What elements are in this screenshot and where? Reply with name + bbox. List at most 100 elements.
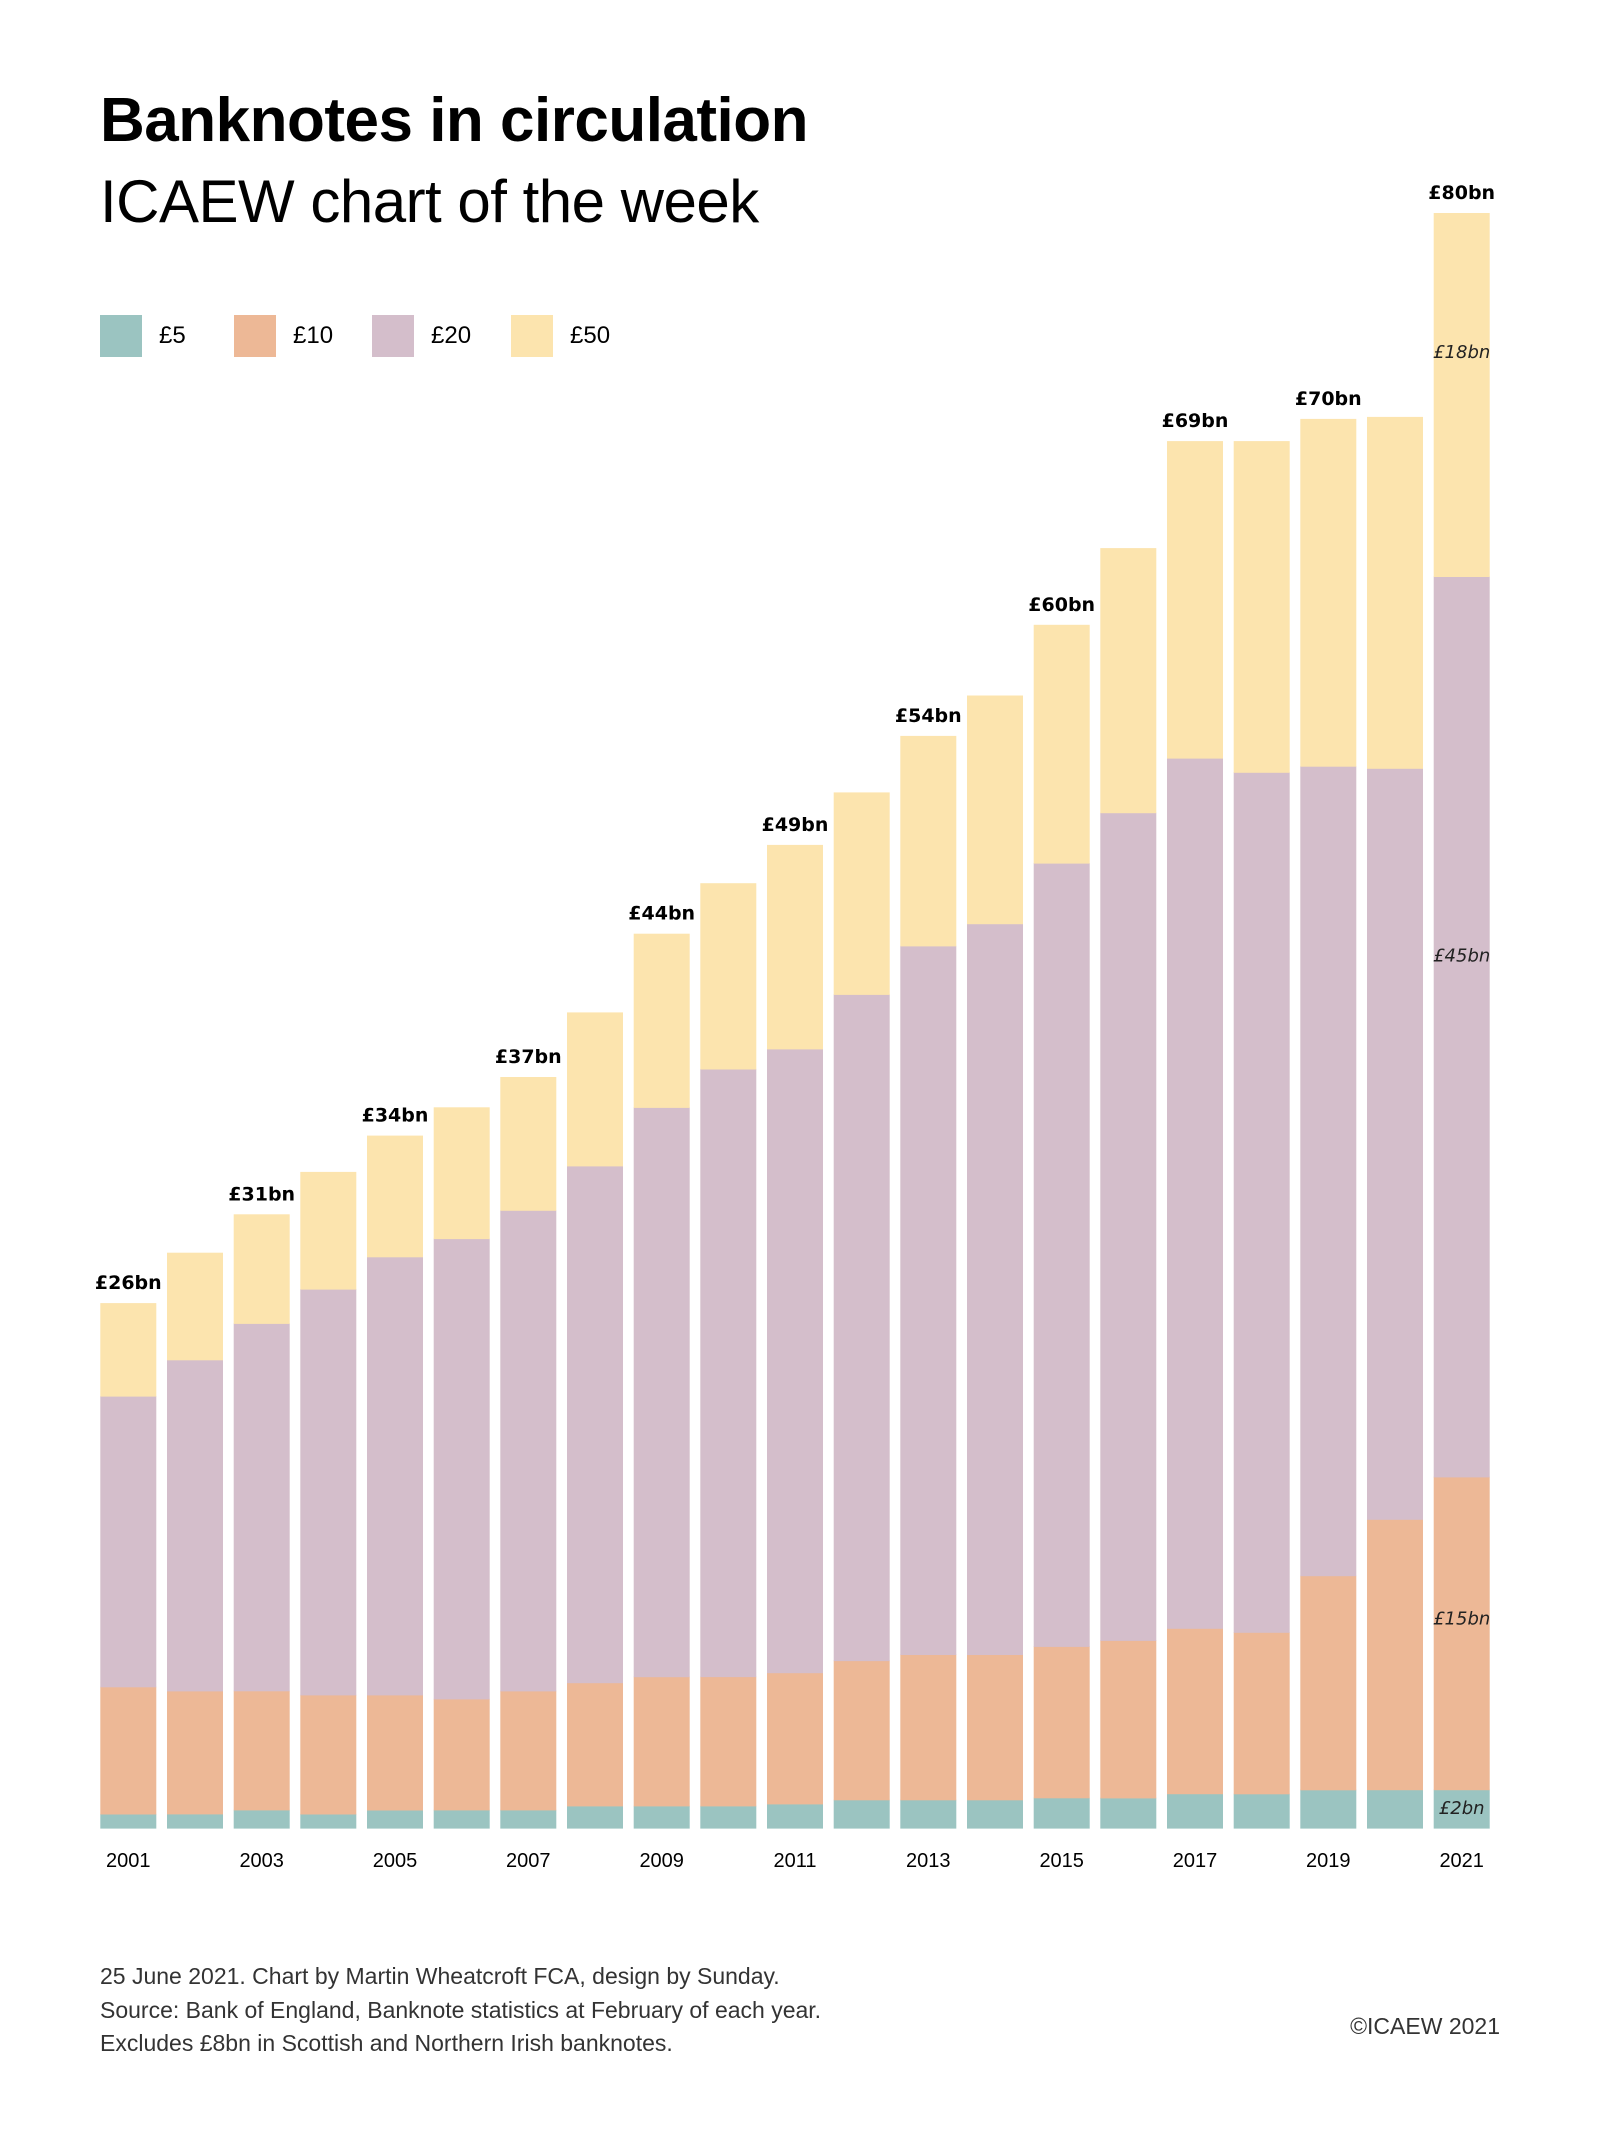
footer-line-exclusion: Excludes £8bn in Scottish and Northern I… — [100, 2030, 673, 2056]
total-label-2009: £44bn — [628, 903, 695, 925]
bar-segment-2011-10 — [767, 1672, 823, 1805]
bar-segment-2016-10 — [1100, 1640, 1157, 1799]
total-label-2007: £37bn — [495, 1046, 562, 1068]
footer-line-source: Source: Bank of England, Banknote statis… — [100, 1996, 822, 2023]
bar-segment-2017-50 — [1167, 441, 1223, 759]
legend-item-5: £5 — [100, 315, 186, 357]
bar-segment-2005-10 — [367, 1694, 423, 1811]
bar-segment-2002-20 — [167, 1359, 223, 1692]
total-label-2015: £60bn — [1028, 594, 1095, 616]
bar-segment-2002-5 — [167, 1813, 223, 1829]
legend-swatch-10 — [234, 315, 276, 357]
bar-segment-2013-20 — [900, 945, 957, 1655]
bar-segment-2008-10 — [567, 1682, 623, 1807]
total-label-2021: £80bn — [1428, 182, 1495, 204]
segment-annotation-2021-10: £15bn — [1433, 1609, 1490, 1630]
bar-segment-2004-5 — [300, 1813, 357, 1829]
bars-group — [100, 213, 1490, 1829]
bar-segment-2009-10 — [633, 1676, 690, 1807]
legend-item-10: £10 — [234, 315, 333, 357]
total-label-2017: £69bn — [1162, 410, 1229, 432]
x-tick-label-2019: 2019 — [1306, 1850, 1351, 1872]
x-tick-label-2011: 2011 — [773, 1850, 816, 1872]
bar-segment-2006-5 — [433, 1809, 490, 1829]
bar-segment-2010-10 — [700, 1676, 757, 1807]
bar-segment-2017-10 — [1167, 1628, 1223, 1795]
bar-segment-2015-10 — [1033, 1646, 1090, 1799]
x-tick-label-2007: 2007 — [506, 1850, 551, 1872]
bar-segment-2018-10 — [1233, 1632, 1290, 1795]
legend-label-10: £10 — [293, 322, 334, 349]
labels-group: £26bn 2001 £31bn 2003 £34bn 2005 £37bn 2007 £44b… — [95, 182, 1495, 1872]
chart-subtitle: ICAEW chart of the week — [100, 168, 759, 235]
bar-segment-2017-5 — [1167, 1793, 1223, 1829]
bar-segment-2016-5 — [1100, 1797, 1157, 1829]
bar-segment-2010-50 — [700, 883, 757, 1070]
bar-segment-2003-5 — [233, 1809, 290, 1829]
bar-segment-2020-10 — [1367, 1519, 1423, 1791]
bar-segment-2018-20 — [1233, 772, 1290, 1633]
bar-segment-2012-10 — [833, 1660, 890, 1801]
bar-segment-2009-5 — [633, 1805, 690, 1829]
footer-notes: 25 June 2021. Chart by Martin Wheatcroft… — [100, 1960, 821, 2061]
x-tick-label-2005: 2005 — [373, 1850, 418, 1872]
bar-segment-2003-20 — [233, 1323, 290, 1692]
bar-segment-2014-20 — [967, 923, 1023, 1655]
total-label-2003: £31bn — [228, 1183, 295, 1205]
bar-segment-2001-50 — [100, 1303, 157, 1397]
bar-segment-2007-5 — [500, 1809, 557, 1829]
bar-segment-2009-20 — [633, 1107, 690, 1678]
bar-segment-2013-50 — [900, 735, 957, 947]
bar-segment-2014-5 — [967, 1799, 1023, 1829]
bar-segment-2012-50 — [833, 792, 890, 995]
bar-segment-2018-50 — [1233, 441, 1290, 773]
x-tick-label-2013: 2013 — [906, 1850, 951, 1872]
bar-segment-2010-5 — [700, 1805, 757, 1829]
legend-label-5: £5 — [159, 322, 186, 349]
x-tick-label-2003: 2003 — [239, 1850, 284, 1872]
bar-segment-2020-20 — [1367, 768, 1423, 1520]
bar-segment-2003-50 — [233, 1214, 290, 1324]
legend-swatch-5 — [100, 315, 142, 357]
bar-segment-2001-5 — [100, 1813, 157, 1829]
total-label-2005: £34bn — [362, 1105, 429, 1127]
footer-line-credit: 25 June 2021. Chart by Martin Wheatcroft… — [100, 1963, 780, 1989]
bar-segment-2019-50 — [1300, 418, 1357, 767]
bar-segment-2015-5 — [1033, 1797, 1090, 1829]
x-tick-label-2001: 2001 — [106, 1850, 151, 1872]
bar-segment-2019-10 — [1300, 1575, 1357, 1791]
bar-segment-2014-10 — [967, 1654, 1023, 1801]
bar-segment-2011-5 — [767, 1803, 823, 1829]
bar-segment-2005-50 — [367, 1135, 423, 1258]
legend-item-50: £50 — [511, 315, 610, 357]
segment-annotation-2021-20: £45bn — [1433, 946, 1490, 967]
bar-segment-2012-5 — [833, 1799, 890, 1829]
bar-segment-2020-50 — [1367, 416, 1423, 769]
bar-segment-2021-10 — [1433, 1476, 1490, 1791]
x-tick-label-2017: 2017 — [1173, 1850, 1218, 1872]
legend-label-20: £20 — [431, 322, 472, 349]
bar-segment-2002-50 — [167, 1252, 223, 1361]
bar-segment-2019-20 — [1300, 766, 1357, 1577]
bar-segment-2007-20 — [500, 1210, 557, 1692]
bar-segment-2020-5 — [1367, 1789, 1423, 1829]
bar-segment-2019-5 — [1300, 1789, 1357, 1829]
total-label-2001: £26bn — [95, 1272, 162, 1294]
bar-segment-2008-20 — [567, 1165, 623, 1684]
segment-annotation-2021-5: £2bn — [1439, 1798, 1485, 1819]
bar-segment-2007-50 — [500, 1077, 557, 1211]
bar-segment-2016-20 — [1100, 812, 1157, 1641]
bar-segment-2002-10 — [167, 1690, 223, 1815]
bar-segment-2015-50 — [1033, 624, 1090, 864]
bar-segment-2001-20 — [100, 1396, 157, 1688]
bar-segment-2018-5 — [1233, 1793, 1290, 1829]
total-label-2013: £54bn — [895, 705, 962, 727]
total-label-2019: £70bn — [1295, 388, 1362, 410]
bar-segment-2006-10 — [433, 1698, 490, 1811]
legend-swatch-20 — [372, 315, 414, 357]
bar-segment-2001-10 — [100, 1686, 157, 1815]
bar-segment-2004-10 — [300, 1694, 357, 1815]
bar-segment-2010-20 — [700, 1068, 757, 1678]
copyright: ©ICAEW 2021 — [1350, 2013, 1500, 2039]
